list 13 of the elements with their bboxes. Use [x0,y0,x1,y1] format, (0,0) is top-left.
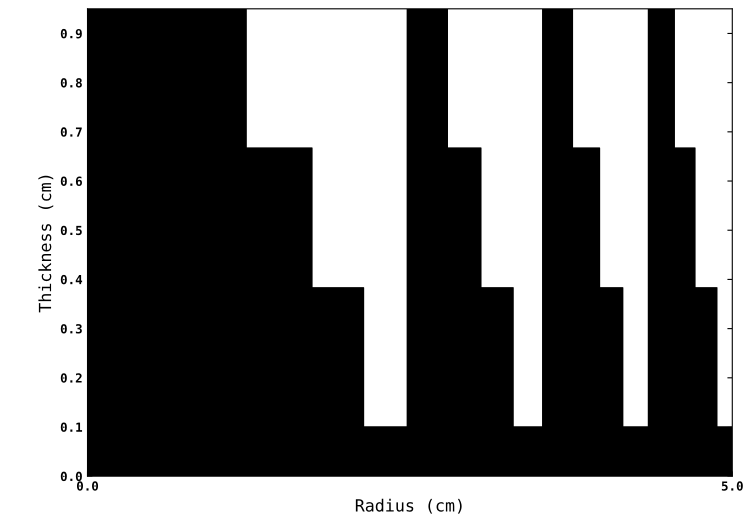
y-tick-label: 0.5 [60,226,82,236]
y-tick-label: 0.3 [60,324,82,334]
y-tick-label: 0.7 [60,127,82,137]
y-tick-label: 0.9 [60,28,82,38]
y-tick-label: 0.4 [60,274,82,284]
y-tick-label: 0.6 [60,176,82,186]
y-axis-title: Thickness (cm) [38,176,54,312]
y-tick-label: 0.8 [60,78,82,88]
y-tick-label: 0.1 [60,422,82,432]
x-tick-label: 5.0 [722,481,743,491]
y-tick-label: 0.2 [60,373,82,383]
y-tick-label: 0.0 [60,472,82,482]
x-axis-title: Radius (cm) [356,498,462,514]
